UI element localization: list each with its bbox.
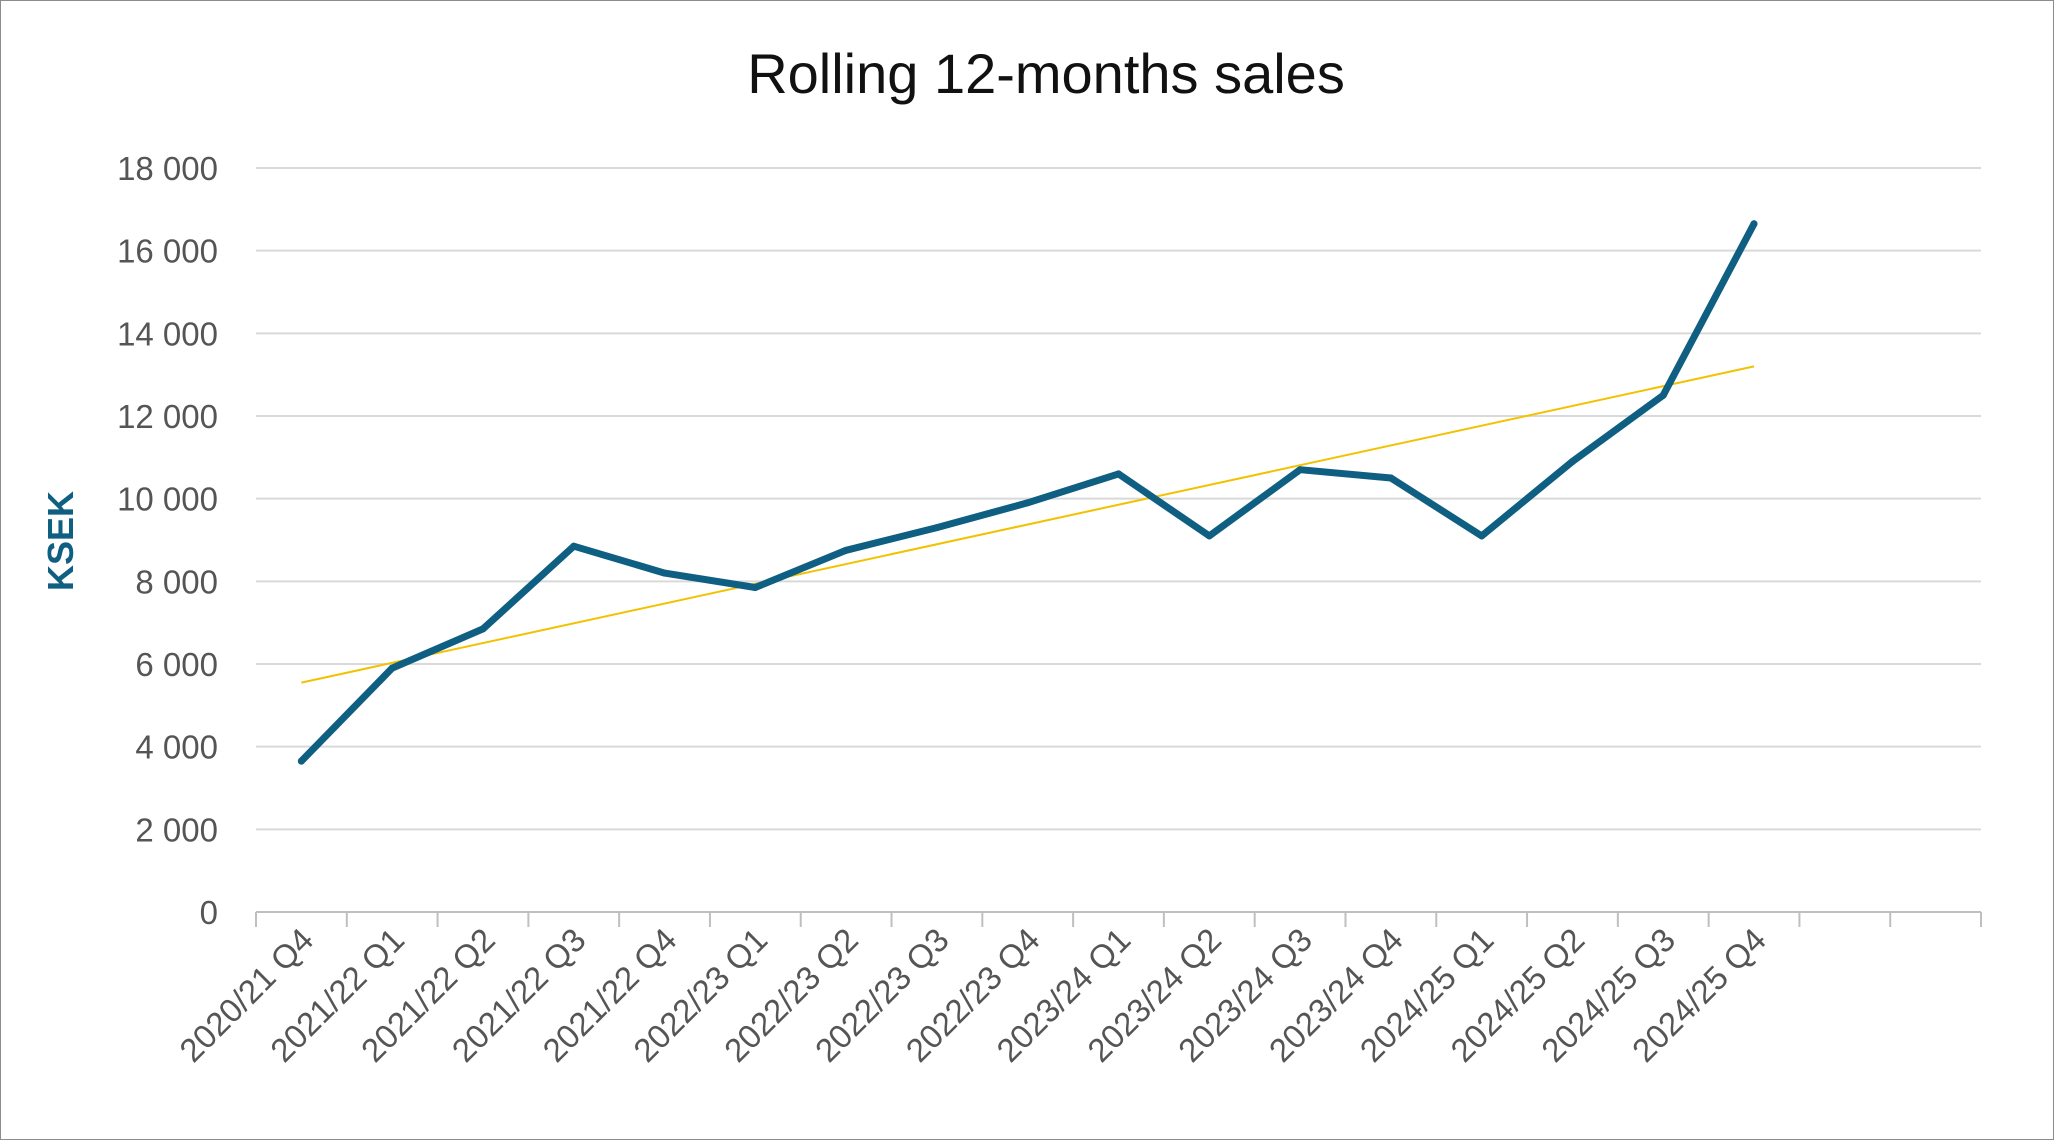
data-point: [1478, 532, 1486, 540]
data-point: [1205, 532, 1213, 540]
data-point: [388, 664, 396, 672]
y-tick-label: 8 000: [135, 563, 218, 600]
y-tick-label: 16 000: [117, 233, 218, 270]
data-point: [1568, 457, 1576, 465]
data-point: [570, 542, 578, 550]
y-tick-label: 4 000: [135, 729, 218, 766]
data-point: [1296, 466, 1304, 474]
x-axis: [255, 911, 1982, 927]
y-tick-label: 6 000: [135, 646, 218, 683]
data-point: [479, 625, 487, 633]
series-line: [297, 220, 1758, 765]
trendline-layer: [301, 365, 1755, 684]
chart-title: Rolling 12-months sales: [747, 42, 1345, 105]
y-tick-label: 0: [200, 894, 218, 931]
data-point: [1750, 220, 1758, 228]
data-point: [1387, 474, 1395, 482]
data-point: [1024, 499, 1032, 507]
y-tick-label: 18 000: [117, 150, 218, 187]
y-tick-label: 10 000: [117, 481, 218, 518]
y-tick-label: 14 000: [117, 315, 218, 352]
data-point: [1115, 470, 1122, 478]
y-axis-label: KSEK: [40, 491, 81, 591]
series-layer: [297, 220, 1758, 765]
data-point: [842, 546, 850, 554]
trendline: [301, 365, 1755, 684]
data-point: [661, 569, 669, 577]
y-axis-ticks: 0 2 000 4 000 6 000 8 000 10 000 12 000 14 000 1…: [117, 150, 218, 931]
data-point: [297, 757, 305, 765]
data-point: [751, 584, 759, 592]
data-point: [1659, 391, 1667, 399]
y-tick-label: 12 000: [117, 398, 218, 435]
gridlines: [256, 167, 1981, 831]
data-point: [933, 524, 941, 532]
y-tick-label: 2 000: [135, 811, 218, 848]
